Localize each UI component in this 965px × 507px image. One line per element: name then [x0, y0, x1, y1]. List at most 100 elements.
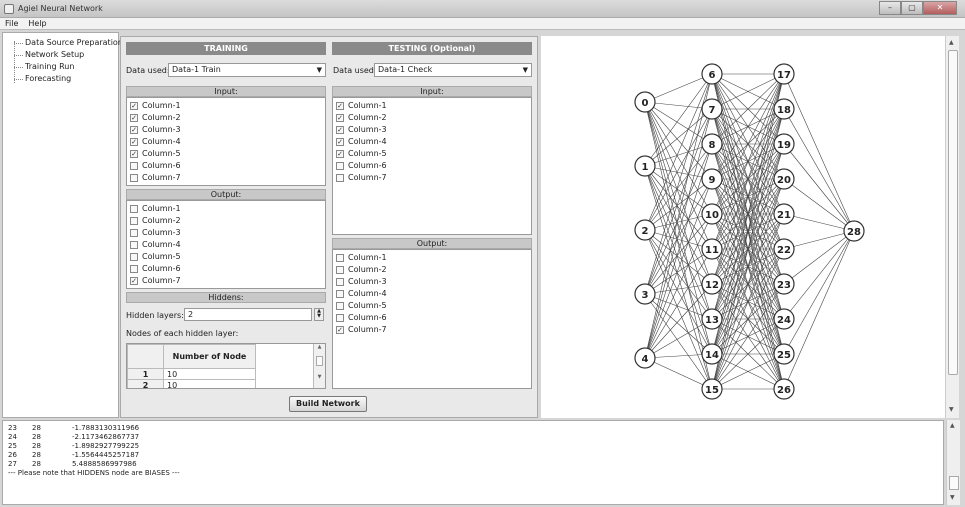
checkbox-label: Column-4: [142, 137, 181, 146]
checkbox-unchecked[interactable]: [336, 266, 344, 274]
checkbox-item[interactable]: Column-7: [336, 172, 531, 184]
log-scroll-up-icon[interactable]: ▲: [950, 422, 955, 429]
nav-item-data-source[interactable]: Data Source Preparation: [11, 37, 123, 49]
checkbox-unchecked[interactable]: [336, 162, 344, 170]
checkbox-item[interactable]: ✓ Column-3: [130, 124, 325, 136]
checkbox-item[interactable]: ✓ Column-2: [336, 112, 531, 124]
checkbox-unchecked[interactable]: [336, 302, 344, 310]
connection-edge: [644, 108, 713, 359]
close-button[interactable]: ✕: [923, 1, 957, 15]
log-scrollbar[interactable]: ▲ ▼: [946, 420, 960, 505]
checkbox-checked[interactable]: ✓: [130, 138, 138, 146]
checkbox-checked[interactable]: ✓: [130, 126, 138, 134]
connection-edge: [644, 357, 713, 390]
checkbox-item[interactable]: Column-1: [130, 203, 325, 215]
scroll-down-icon[interactable]: ▼: [949, 406, 954, 413]
nodes-row-value[interactable]: 10: [163, 368, 256, 380]
checkbox-item[interactable]: Column-2: [130, 215, 325, 227]
checkbox-unchecked[interactable]: [130, 265, 138, 273]
checkbox-item[interactable]: Column-4: [336, 288, 531, 300]
checkbox-checked[interactable]: ✓: [336, 102, 344, 110]
checkbox-item[interactable]: ✓ Column-4: [130, 136, 325, 148]
checkbox-unchecked[interactable]: [130, 162, 138, 170]
node-label: 6: [709, 70, 716, 81]
checkbox-item[interactable]: ✓ Column-4: [336, 136, 531, 148]
checkbox-label: Column-5: [142, 149, 181, 158]
grid-scrollbar[interactable]: ▲ ▼: [313, 344, 325, 388]
checkbox-checked[interactable]: ✓: [336, 326, 344, 334]
checkbox-unchecked[interactable]: [130, 205, 138, 213]
scroll-thumb[interactable]: [948, 50, 958, 375]
checkbox-checked[interactable]: ✓: [130, 277, 138, 285]
network-node: [701, 378, 723, 400]
checkbox-item[interactable]: Column-6: [336, 312, 531, 324]
minimize-button[interactable]: –: [879, 1, 901, 15]
connection-edge: [644, 248, 713, 359]
checkbox-item[interactable]: ✓ Column-5: [336, 148, 531, 160]
connection-edge: [644, 143, 713, 167]
checkbox-item[interactable]: Column-4: [130, 239, 325, 251]
checkbox-item[interactable]: Column-5: [130, 251, 325, 263]
network-node: [773, 63, 795, 85]
connection-edge: [644, 293, 713, 320]
nav-item-network-setup[interactable]: Network Setup: [11, 49, 118, 61]
node-label: 19: [777, 140, 791, 151]
network-diagram-area: 0 1 2 3 4 6 7 8 9 10 11 12 13 14 15 17 18 19 20 21 22 23 24 25 2…: [541, 36, 945, 418]
checkbox-item[interactable]: Column-6: [336, 160, 531, 172]
checkbox-unchecked[interactable]: [130, 229, 138, 237]
hidden-layers-stepper[interactable]: ▲ ▼: [314, 308, 324, 321]
checkbox-checked[interactable]: ✓: [336, 138, 344, 146]
network-node: [773, 238, 795, 260]
checkbox-item[interactable]: Column-2: [336, 264, 531, 276]
checkbox-item[interactable]: Column-7: [130, 172, 325, 184]
checkbox-checked[interactable]: ✓: [336, 126, 344, 134]
network-node: [634, 155, 656, 177]
training-input-list: ✓ Column-1 ✓ Column-2 ✓ Column-3 ✓ Column-4 ✓ Col…: [126, 97, 326, 186]
checkbox-unchecked[interactable]: [336, 174, 344, 182]
checkbox-item[interactable]: Column-3: [336, 276, 531, 288]
nodes-row-value[interactable]: 10: [163, 379, 256, 388]
checkbox-item[interactable]: Column-3: [130, 227, 325, 239]
log-scroll-thumb[interactable]: [949, 476, 959, 490]
training-data-select[interactable]: Data-1 Train ▼: [168, 63, 326, 77]
checkbox-checked[interactable]: ✓: [130, 150, 138, 158]
scroll-up-icon[interactable]: ▲: [949, 39, 954, 46]
checkbox-unchecked[interactable]: [130, 253, 138, 261]
checkbox-checked[interactable]: ✓: [130, 114, 138, 122]
checkbox-unchecked[interactable]: [336, 290, 344, 298]
checkbox-item[interactable]: Column-6: [130, 263, 325, 275]
checkbox-unchecked[interactable]: [336, 314, 344, 322]
menu-file[interactable]: File: [5, 19, 19, 28]
checkbox-item[interactable]: Column-1: [336, 252, 531, 264]
checkbox-checked[interactable]: ✓: [130, 102, 138, 110]
checkbox-item[interactable]: ✓ Column-1: [336, 100, 531, 112]
connection-edge: [644, 101, 713, 145]
menu-help[interactable]: Help: [28, 19, 47, 28]
checkbox-checked[interactable]: ✓: [336, 150, 344, 158]
checkbox-item[interactable]: ✓ Column-7: [130, 275, 325, 287]
nav-item-forecasting[interactable]: Forecasting: [11, 73, 118, 85]
checkbox-item[interactable]: ✓ Column-5: [130, 148, 325, 160]
testing-data-select[interactable]: Data-1 Check ▼: [374, 63, 532, 77]
log-scroll-down-icon[interactable]: ▼: [950, 494, 955, 501]
checkbox-item[interactable]: ✓ Column-3: [336, 124, 531, 136]
nav-item-training-run[interactable]: Training Run: [11, 61, 118, 73]
checkbox-unchecked[interactable]: [130, 174, 138, 182]
checkbox-unchecked[interactable]: [130, 241, 138, 249]
checkbox-label: Column-7: [142, 173, 181, 182]
maximize-button[interactable]: ▢: [901, 1, 923, 15]
checkbox-item[interactable]: Column-6: [130, 160, 325, 172]
checkbox-item[interactable]: ✓ Column-1: [130, 100, 325, 112]
checkbox-unchecked[interactable]: [130, 217, 138, 225]
network-node: [701, 98, 723, 120]
connection-edge: [644, 108, 713, 295]
checkbox-item[interactable]: ✓ Column-7: [336, 324, 531, 336]
checkbox-item[interactable]: ✓ Column-2: [130, 112, 325, 124]
checkbox-item[interactable]: Column-5: [336, 300, 531, 312]
checkbox-checked[interactable]: ✓: [336, 114, 344, 122]
checkbox-unchecked[interactable]: [336, 254, 344, 262]
hidden-layers-input[interactable]: 2: [184, 308, 312, 321]
main-scrollbar[interactable]: ▲ ▼: [945, 36, 959, 418]
checkbox-unchecked[interactable]: [336, 278, 344, 286]
build-network-button[interactable]: Build Network: [289, 396, 367, 412]
